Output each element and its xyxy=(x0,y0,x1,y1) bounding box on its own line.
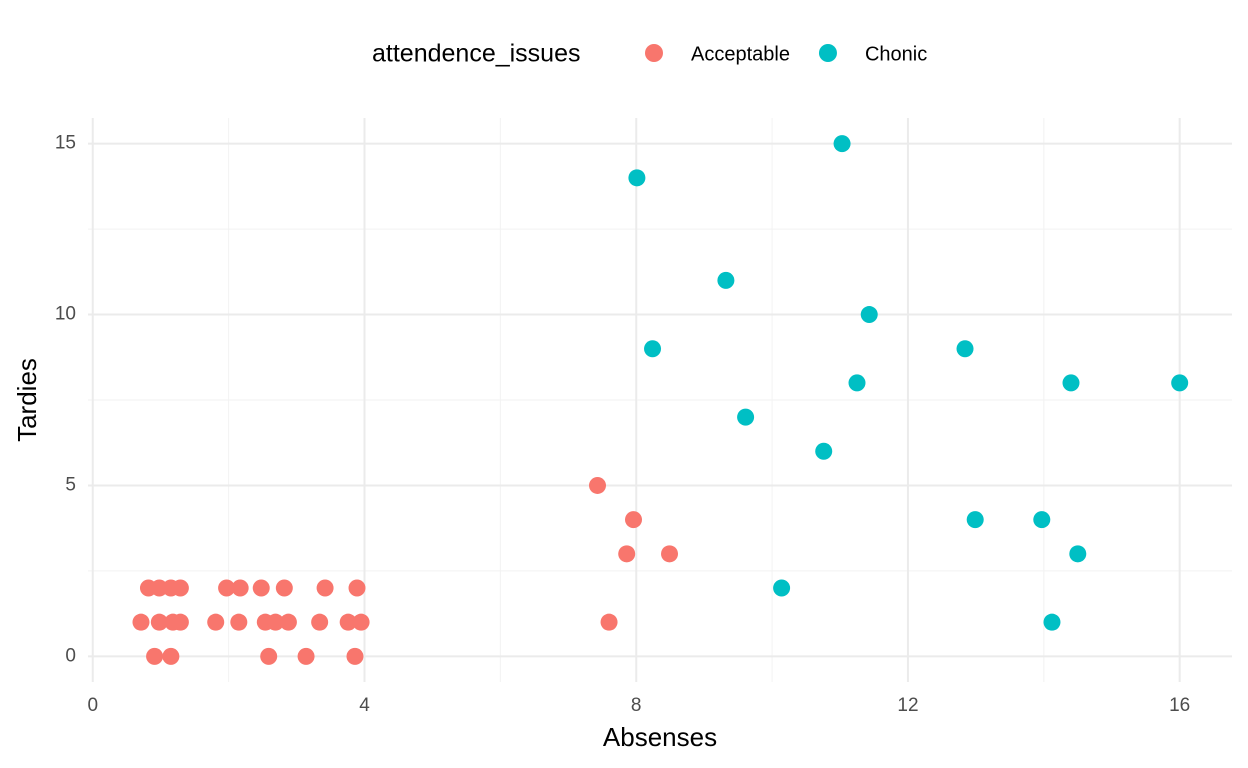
point xyxy=(966,511,984,529)
point xyxy=(171,579,189,597)
legend-label: Chonic xyxy=(865,43,927,65)
legend-swatch xyxy=(645,44,663,62)
point xyxy=(1033,511,1051,529)
point xyxy=(311,613,329,631)
point xyxy=(1043,613,1061,631)
point xyxy=(1062,374,1080,392)
point xyxy=(833,135,851,153)
y-tick-label: 15 xyxy=(55,133,76,154)
x-tick-label: 16 xyxy=(1169,695,1190,716)
legend-label: Acceptable xyxy=(691,43,790,65)
point xyxy=(348,579,366,597)
point xyxy=(260,647,278,665)
point xyxy=(171,613,189,631)
point xyxy=(266,613,284,631)
point xyxy=(773,579,791,597)
point xyxy=(132,613,150,631)
point xyxy=(644,340,662,358)
point xyxy=(297,647,315,665)
point xyxy=(848,374,866,392)
y-tick-label: 0 xyxy=(65,645,76,666)
point xyxy=(625,511,643,529)
x-tick-label: 4 xyxy=(359,695,370,716)
x-tick-label: 8 xyxy=(631,695,642,716)
point xyxy=(316,579,334,597)
point xyxy=(146,647,164,665)
y-tick-label: 5 xyxy=(65,474,76,495)
point xyxy=(207,613,225,631)
point xyxy=(279,613,297,631)
point xyxy=(956,340,974,358)
point xyxy=(737,408,755,426)
y-tick-label: 10 xyxy=(55,304,76,325)
point xyxy=(1069,545,1087,563)
point xyxy=(252,579,270,597)
x-tick-label: 0 xyxy=(87,695,98,716)
point xyxy=(618,545,636,563)
point xyxy=(230,613,248,631)
point xyxy=(600,613,618,631)
legend-swatch xyxy=(818,44,837,62)
point xyxy=(150,613,168,631)
point xyxy=(218,579,236,597)
point xyxy=(628,169,646,187)
point xyxy=(815,442,833,460)
point xyxy=(860,306,878,324)
point xyxy=(162,647,180,665)
x-axis-title: Absenses xyxy=(603,722,717,752)
point xyxy=(275,579,293,597)
point xyxy=(352,613,370,631)
y-axis-title: Tardies xyxy=(12,358,42,442)
point xyxy=(661,545,679,563)
point xyxy=(346,647,364,665)
point xyxy=(339,613,357,631)
point xyxy=(231,579,249,597)
legend-title: attendence_issues xyxy=(372,40,580,68)
x-tick-label: 12 xyxy=(897,695,918,716)
point xyxy=(589,476,607,494)
point xyxy=(717,271,735,289)
point xyxy=(1171,374,1189,392)
